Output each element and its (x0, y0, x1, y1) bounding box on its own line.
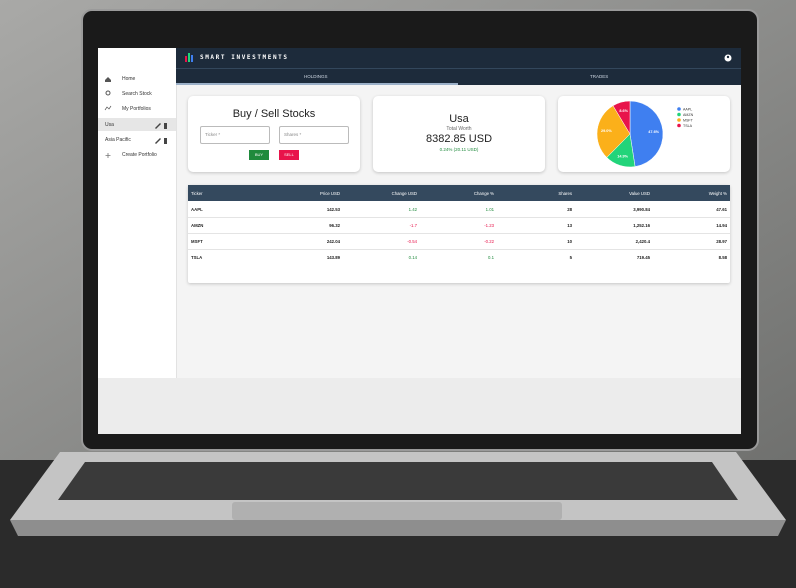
table-cell: 10 (567, 238, 572, 244)
column-header: Change % (473, 190, 494, 196)
table-cell: 142.53 (326, 206, 340, 212)
table-cell: 13 (567, 222, 572, 228)
table-cell: 1.42 (408, 206, 417, 212)
pie-slice (596, 105, 631, 158)
legend-label: MSFT (683, 118, 694, 122)
legend-label: TSLA (683, 124, 693, 128)
table-cell: 28.97 (716, 238, 727, 244)
sell-button[interactable]: SELL (279, 150, 299, 160)
column-header: Value USD (629, 190, 650, 196)
total-worth: 8382.85 USD (425, 133, 493, 145)
legend-swatch (677, 112, 681, 117)
table-cell: -0.22 (484, 238, 494, 244)
pie-slice (629, 100, 664, 167)
tab-holdings[interactable]: HOLDINGS (304, 74, 328, 79)
table-cell: 5 (569, 254, 572, 260)
table-cell: 2,420.4 (635, 238, 650, 244)
slice-label: 47.6% (648, 130, 659, 134)
legend-swatch (677, 123, 681, 128)
total-worth-label: Total Worth (446, 126, 472, 132)
trade-card: Buy / Sell Stocks Ticker * Shares * BUY … (188, 96, 360, 172)
account-icon[interactable] (724, 54, 732, 62)
portfolio-usa[interactable]: Usa (105, 122, 114, 128)
pie-slice (612, 100, 631, 135)
app-screen: Home Search Stock My Portfolios Usa Asia… (98, 48, 741, 434)
table-cell: TSLA (191, 254, 203, 260)
table-cell: -0.54 (407, 238, 417, 244)
row-divider (188, 217, 730, 218)
table-cell: 0.14 (408, 254, 417, 260)
pie-chart: 47.6% AAPL 14.9% AMZN 29.0% MSFT 8.6% TSLA (596, 100, 694, 168)
column-header: Ticker (191, 190, 203, 196)
buy-button[interactable]: BUY (249, 150, 269, 160)
legend-label: AMZN (683, 113, 694, 117)
table-cell: AAPL (191, 206, 203, 212)
pie-card: 47.6% AAPL 14.9% AMZN 29.0% MSFT 8.6% TSLA (558, 96, 730, 172)
legend-swatch (677, 118, 681, 122)
slice-label: 29.0% (601, 129, 612, 133)
nav-search[interactable]: Search Stock (122, 91, 152, 97)
sidebar: Home Search Stock My Portfolios Usa Asia… (98, 48, 177, 378)
trade-title: Buy / Sell Stocks (232, 108, 316, 120)
table-cell: -1.23 (484, 222, 494, 228)
row-divider (188, 233, 730, 234)
row-divider (188, 249, 730, 250)
column-header: Price USD (319, 190, 340, 196)
table-cell: 47.61 (716, 206, 727, 212)
table-cell: 1,252.16 (633, 222, 650, 228)
table-cell: MSFT (191, 238, 203, 244)
table-cell: 1.01 (485, 206, 494, 212)
logo (185, 53, 193, 62)
tab-indicator (176, 83, 458, 85)
worth-change: 0.24% (20.11 USD) (439, 147, 479, 152)
edit-delete-icons[interactable] (154, 120, 170, 144)
table-cell: 0.1 (488, 254, 494, 260)
legend-swatch (677, 107, 681, 111)
table-cell: 28 (567, 206, 572, 212)
app-title: SMART INVESTMENTS (200, 54, 289, 61)
slice-label: 14.9% (617, 155, 628, 159)
holdings-table: Ticker Price USD Change USD Change % Shares V… (188, 185, 730, 283)
table-cell: -1.7 (409, 222, 417, 228)
top-bar: SMART INVESTMENTS (176, 48, 741, 68)
nav-icons (104, 77, 112, 158)
nav-portfolios[interactable]: My Portfolios (122, 106, 151, 112)
table-cell: 8.58 (718, 254, 727, 260)
portfolio-asia[interactable]: Asia Pacific (105, 137, 131, 143)
table-header (188, 185, 730, 201)
create-portfolio[interactable]: Create Portfolio (122, 152, 157, 158)
nav-home[interactable]: Home (122, 76, 136, 82)
table-cell: 143.89 (326, 254, 340, 260)
tab-bar: HOLDINGS TRADES (176, 68, 741, 85)
column-header: Shares (558, 190, 572, 196)
shares-input[interactable]: Shares * (279, 126, 349, 144)
footer-area (98, 378, 741, 434)
portfolio-name: Usa (449, 113, 469, 125)
slice-label: 8.6% (619, 109, 628, 113)
table-cell: 14.94 (716, 222, 727, 228)
table-cell: AMZN (191, 222, 204, 228)
ticker-input[interactable]: Ticker * (200, 126, 270, 144)
table-cell: 242.04 (326, 238, 340, 244)
column-header: Change USD (391, 190, 417, 196)
tab-trades[interactable]: TRADES (590, 74, 609, 79)
table-cell: 3,990.84 (633, 206, 650, 212)
legend-label: AAPL (683, 107, 692, 111)
worth-card: Usa Total Worth 8382.85 USD 0.24% (20.11… (373, 96, 545, 172)
table-cell: 719.45 (636, 254, 650, 260)
table-cell: 96.32 (329, 222, 340, 228)
column-header: Weight % (708, 190, 727, 196)
